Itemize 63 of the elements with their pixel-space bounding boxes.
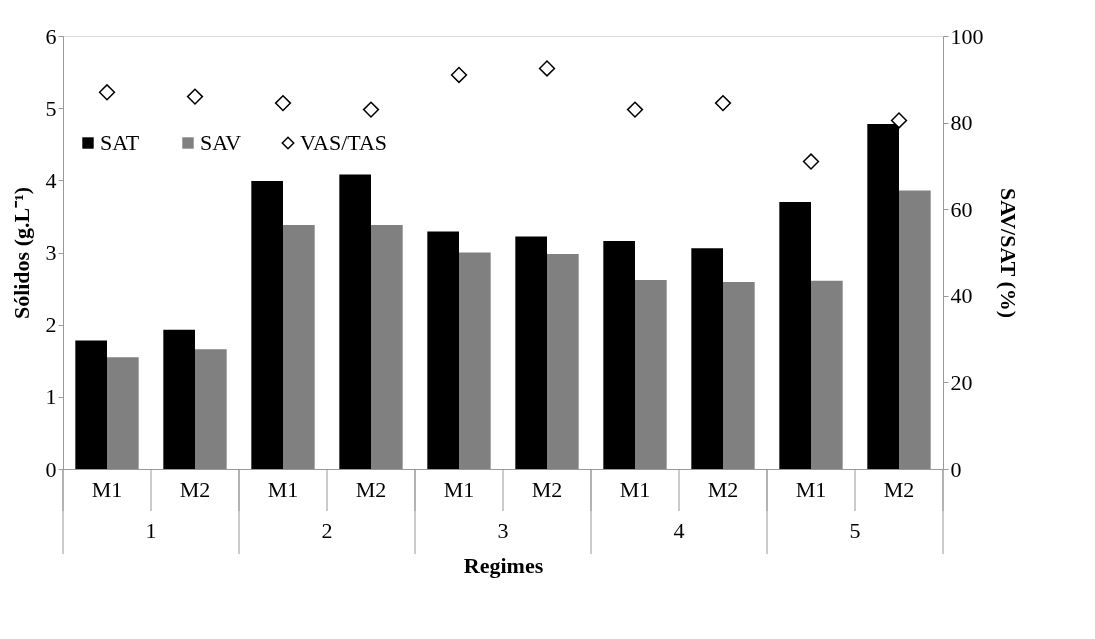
bar xyxy=(427,231,459,469)
y2-tick-label: 20 xyxy=(950,369,973,395)
y2-tick-label: 60 xyxy=(950,196,973,222)
y-tick-label: 5 xyxy=(45,95,57,121)
bar xyxy=(811,280,843,469)
bar xyxy=(691,248,723,469)
point xyxy=(538,60,556,77)
legend-label: SAV xyxy=(200,130,242,155)
x-tick-label: M2 xyxy=(883,476,915,502)
bar xyxy=(459,252,491,469)
y2-axis-title: SAV/SAT (%) xyxy=(995,187,1021,319)
bar xyxy=(603,240,635,469)
bar xyxy=(163,329,195,469)
bar xyxy=(339,174,371,469)
text: 1 xyxy=(145,518,157,543)
x-tick-label: M1 xyxy=(443,476,475,502)
point xyxy=(626,101,644,118)
legend-label: SAT xyxy=(100,130,140,155)
y-tick-label: 6 xyxy=(45,23,57,49)
x-tick-label: M2 xyxy=(531,476,563,502)
bar xyxy=(251,181,283,469)
x-tick-label: M2 xyxy=(355,476,387,502)
point xyxy=(98,84,116,101)
bar xyxy=(107,357,139,469)
x-tick-label: M1 xyxy=(619,476,651,502)
y-axis-title: Sólidos (g.L⁻¹) xyxy=(8,186,34,320)
y2-tick-label: 0 xyxy=(950,456,962,482)
x-tick-label: M1 xyxy=(795,476,827,502)
bar xyxy=(283,225,315,469)
y-tick-label: 1 xyxy=(45,384,57,410)
legend-label: VAS/TAS xyxy=(300,130,388,155)
text: 3 xyxy=(497,518,509,543)
bar xyxy=(195,349,227,469)
text: 2 xyxy=(321,518,333,543)
x-tick-label: M2 xyxy=(179,476,211,502)
bar xyxy=(75,340,107,469)
point xyxy=(450,66,468,84)
x-tick-label: M2 xyxy=(707,476,739,502)
bar xyxy=(723,282,755,469)
bar xyxy=(547,253,579,469)
y-tick-label: 4 xyxy=(45,167,57,193)
y-tick-label: 3 xyxy=(45,240,57,265)
y2-tick-label: 80 xyxy=(950,110,973,136)
bar xyxy=(635,279,667,469)
x-axis-title: Regimes xyxy=(463,552,544,578)
point xyxy=(274,94,292,112)
text: 4 xyxy=(673,518,685,543)
bar xyxy=(899,190,931,469)
x-tick-label: M1 xyxy=(91,476,123,502)
bar xyxy=(371,225,403,469)
point xyxy=(890,112,908,129)
bar xyxy=(515,236,547,469)
point xyxy=(186,88,204,105)
text: 5 xyxy=(849,518,861,543)
y2-tick-label: 100 xyxy=(950,23,984,49)
point xyxy=(802,153,820,170)
bar xyxy=(779,201,811,469)
y-tick-label: 0 xyxy=(45,456,57,482)
y2-tick-label: 40 xyxy=(950,283,973,309)
x-tick-label: M1 xyxy=(267,476,299,502)
y-tick-label: 2 xyxy=(45,312,57,338)
point xyxy=(714,94,732,112)
point xyxy=(362,101,380,118)
